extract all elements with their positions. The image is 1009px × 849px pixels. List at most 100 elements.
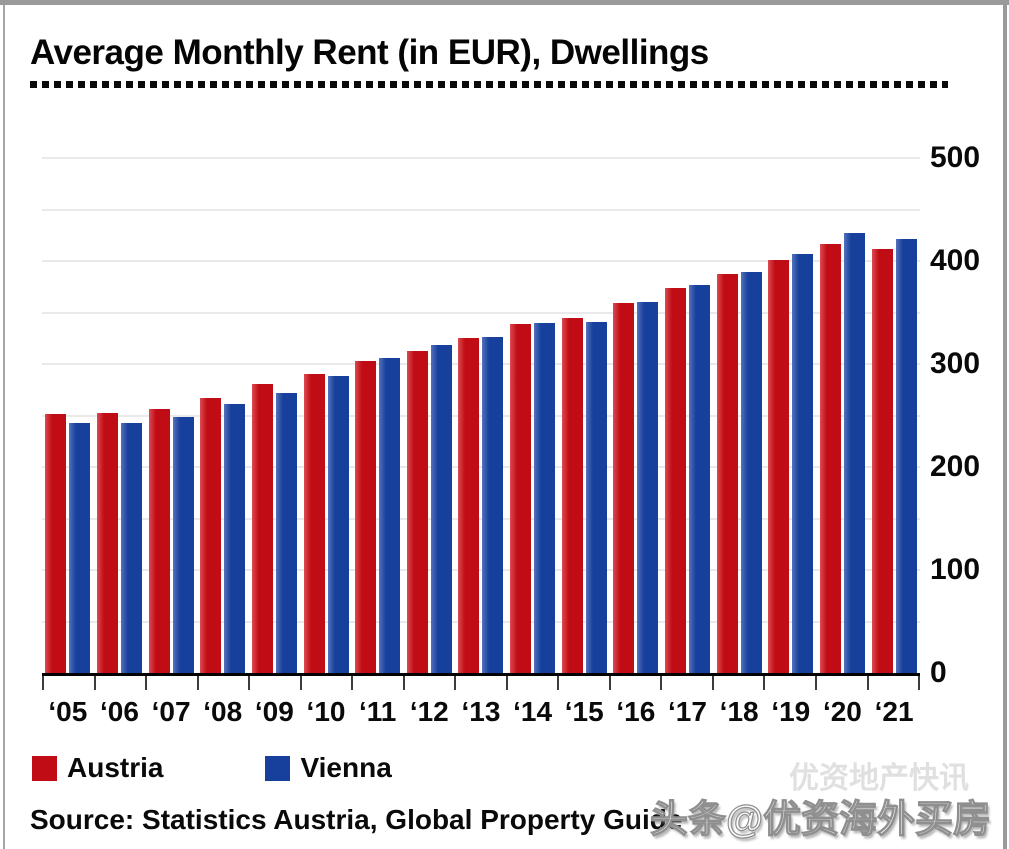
bar-austria-14 — [510, 323, 532, 673]
bar-vienna-20 — [843, 233, 865, 673]
gridline-400 — [42, 260, 920, 262]
gridline-200 — [42, 466, 920, 468]
x-tick — [866, 676, 921, 690]
bar-group-09 — [249, 158, 301, 673]
bar-austria-12 — [406, 350, 428, 673]
bar-group-05 — [42, 158, 94, 673]
y-label-500: 500 — [930, 141, 981, 174]
bar-vienna-21 — [895, 239, 917, 673]
bar-austria-11 — [355, 360, 377, 673]
bar-vienna-16 — [637, 302, 659, 673]
bar-austria-13 — [458, 338, 480, 673]
bar-austria-20 — [819, 243, 841, 673]
x-tick — [351, 676, 403, 690]
x-label-14: ‘14 — [513, 696, 553, 727]
bar-vienna-05 — [69, 422, 91, 673]
watermark-ghost-text: 优资地产快讯 — [789, 762, 969, 795]
bar-vienna-11 — [379, 357, 401, 673]
title-dotted-underline — [30, 81, 948, 88]
x-tick — [145, 676, 197, 690]
bar-austria-19 — [768, 259, 790, 673]
gridline-500 — [42, 157, 920, 159]
legend-swatch-vienna — [265, 755, 291, 781]
bar-group-10 — [300, 158, 352, 673]
x-label-20: ‘20 — [822, 696, 862, 727]
x-tick — [505, 676, 558, 690]
bar-austria-06 — [96, 413, 118, 673]
bar-vienna-13 — [482, 337, 504, 673]
bar-vienna-15 — [585, 321, 607, 673]
x-tick — [93, 676, 146, 690]
y-label-300: 300 — [930, 347, 981, 380]
y-label-0: 0 — [930, 656, 947, 689]
x-label-06: ‘06 — [99, 696, 139, 727]
x-tick — [402, 676, 455, 690]
x-label-18: ‘18 — [719, 696, 759, 727]
bar-group-11 — [352, 158, 404, 673]
source-text: Source: Statistics Austria, Global Prope… — [30, 804, 683, 835]
bar-austria-18 — [716, 274, 738, 673]
bar-austria-21 — [871, 248, 893, 673]
bar-austria-17 — [665, 287, 686, 673]
x-tick — [454, 676, 506, 690]
x-label-19: ‘19 — [771, 696, 811, 727]
gridline-300 — [42, 363, 920, 365]
x-tick — [608, 676, 661, 690]
window-frame-left — [3, 5, 5, 849]
watermark-main-text: 头条@优资海外买房 — [649, 798, 991, 841]
bar-vienna-09 — [275, 392, 297, 673]
bar-vienna-12 — [430, 345, 452, 673]
bar-group-15 — [558, 158, 610, 673]
x-tick — [196, 676, 249, 690]
x-label-08: ‘08 — [203, 696, 243, 727]
y-label-400: 400 — [930, 244, 981, 277]
gridline-250 — [42, 414, 920, 417]
x-tick — [248, 676, 300, 690]
legend-label-vienna: Vienna — [300, 752, 392, 783]
bar-group-14 — [507, 158, 559, 673]
legend-swatch-austria — [32, 755, 57, 781]
x-axis-ticks — [42, 676, 921, 690]
x-label-07: ‘07 — [151, 696, 191, 727]
x-tick — [299, 676, 352, 690]
bar-austria-15 — [561, 317, 583, 673]
bar-austria-07 — [148, 409, 170, 673]
x-label-10: ‘10 — [306, 696, 346, 727]
x-tick — [711, 676, 764, 690]
bar-group-21 — [868, 158, 920, 673]
y-label-100: 100 — [930, 553, 981, 586]
bar-group-08 — [197, 158, 249, 673]
x-label-17: ‘17 — [668, 696, 707, 727]
bar-vienna-18 — [740, 272, 762, 673]
window-frame-right — [1003, 5, 1007, 849]
bars-row — [42, 158, 920, 673]
bar-group-19 — [765, 158, 817, 673]
gridline-150 — [42, 517, 920, 520]
bar-austria-09 — [251, 383, 273, 673]
x-label-12: ‘12 — [409, 696, 449, 727]
bar-group-20 — [817, 158, 869, 673]
bar-vienna-06 — [120, 422, 142, 673]
x-label-11: ‘11 — [358, 696, 397, 727]
legend-item-vienna: Vienna — [265, 752, 392, 784]
gridline-350 — [42, 311, 920, 314]
x-tick — [660, 676, 712, 690]
window-frame-top — [0, 0, 1009, 5]
x-label-15: ‘15 — [564, 696, 604, 727]
bar-vienna-19 — [792, 253, 814, 673]
gridline-100 — [42, 569, 920, 571]
bar-vienna-17 — [689, 284, 710, 673]
bar-group-06 — [94, 158, 146, 673]
bar-austria-05 — [45, 414, 67, 673]
y-label-200: 200 — [930, 450, 981, 483]
x-label-09: ‘09 — [254, 696, 294, 727]
plot-area — [42, 157, 920, 676]
bar-group-18 — [713, 158, 765, 673]
x-tick — [557, 676, 609, 690]
bar-group-17 — [662, 158, 714, 673]
bar-group-13 — [455, 158, 507, 673]
chart-title: Average Monthly Rent (in EUR), Dwellings — [30, 33, 709, 72]
bar-vienna-14 — [534, 322, 556, 673]
bar-group-07 — [145, 158, 197, 673]
x-label-13: ‘13 — [461, 696, 501, 727]
